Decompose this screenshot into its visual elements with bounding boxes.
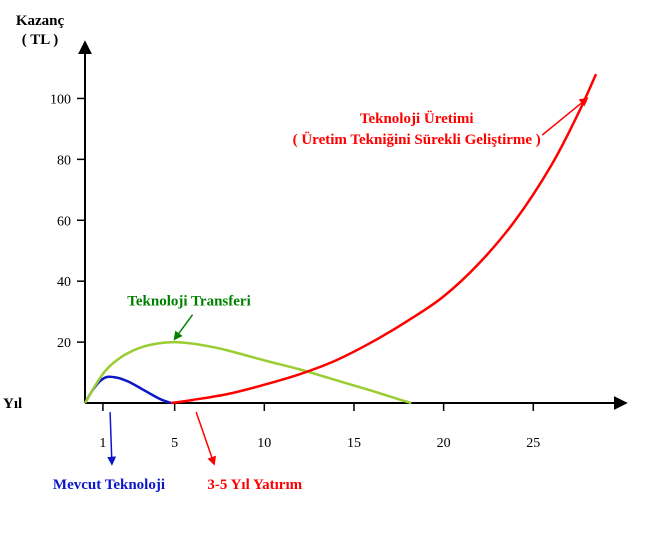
y-axis-title-line1: Kazanç xyxy=(16,13,65,29)
y-tick-label: 40 xyxy=(57,275,71,290)
callout-arrow-uretim xyxy=(542,98,587,135)
label-mevcut-teknoloji: Mevcut Teknoloji xyxy=(53,477,165,493)
label-teknoloji-transferi: Teknoloji Transferi xyxy=(127,294,251,310)
axes xyxy=(85,43,625,403)
y-tick-label: 80 xyxy=(57,153,71,168)
x-tick-label: 15 xyxy=(347,436,361,451)
callout-arrow-yatirim xyxy=(196,412,214,464)
x-tick-label: 5 xyxy=(171,436,178,451)
callout-arrow-transfer xyxy=(175,315,193,339)
y-axis-ticks: 20 40 60 80 100 xyxy=(50,92,85,351)
series-teknoloji-transferi xyxy=(85,342,411,403)
callout-arrow-mevcut xyxy=(110,412,112,464)
y-tick-label: 100 xyxy=(50,92,71,107)
label-teknoloji-uretimi-line2: ( Üretim Tekniğini Sürekli Geliştirme ) xyxy=(293,131,541,148)
y-tick-label: 60 xyxy=(57,214,71,229)
x-tick-label: 20 xyxy=(437,436,451,451)
x-tick-label: 25 xyxy=(526,436,540,451)
x-axis-ticks: 1510152025 xyxy=(99,403,540,451)
technology-earnings-chart: Kazanç ( TL ) Yıl 20406080100 1510152025… xyxy=(0,0,667,554)
x-tick-label: 1 xyxy=(99,436,106,451)
label-teknoloji-uretimi-line1: Teknoloji Üretimi xyxy=(360,110,474,127)
y-axis-title-line2: ( TL ) xyxy=(22,32,58,48)
label-yatirim: 3-5 Yıl Yatırım xyxy=(207,477,302,493)
x-axis-title: Yıl xyxy=(3,396,22,412)
y-tick-label: 20 xyxy=(57,336,71,351)
x-tick-label: 10 xyxy=(257,436,271,451)
